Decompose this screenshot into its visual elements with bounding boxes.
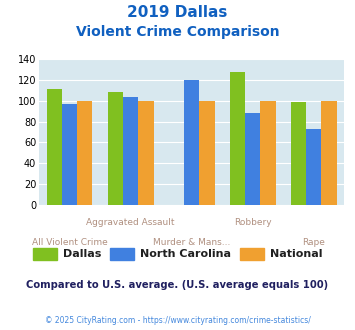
Bar [138,101,153,205]
Bar [291,102,306,205]
Text: Violent Crime Comparison: Violent Crime Comparison [76,25,279,39]
Bar [123,97,138,205]
Legend: Dallas, North Carolina, National: Dallas, North Carolina, National [28,243,327,264]
Bar [261,101,275,205]
Bar [230,72,245,205]
Bar [306,129,322,205]
Text: Rape: Rape [302,238,325,247]
Bar [108,91,123,205]
Bar [322,101,337,205]
Bar [77,101,92,205]
Text: Compared to U.S. average. (U.S. average equals 100): Compared to U.S. average. (U.S. average … [26,280,329,290]
Bar [200,101,214,205]
Text: © 2025 CityRating.com - https://www.cityrating.com/crime-statistics/: © 2025 CityRating.com - https://www.city… [45,315,310,325]
Text: 2019 Dallas: 2019 Dallas [127,5,228,20]
Text: Murder & Mans...: Murder & Mans... [153,238,230,247]
Bar [47,89,62,205]
Bar [62,104,77,205]
Text: All Violent Crime: All Violent Crime [32,238,108,247]
Bar [184,80,200,205]
Bar [245,113,261,205]
Text: Aggravated Assault: Aggravated Assault [86,218,175,227]
Text: Robbery: Robbery [234,218,272,227]
